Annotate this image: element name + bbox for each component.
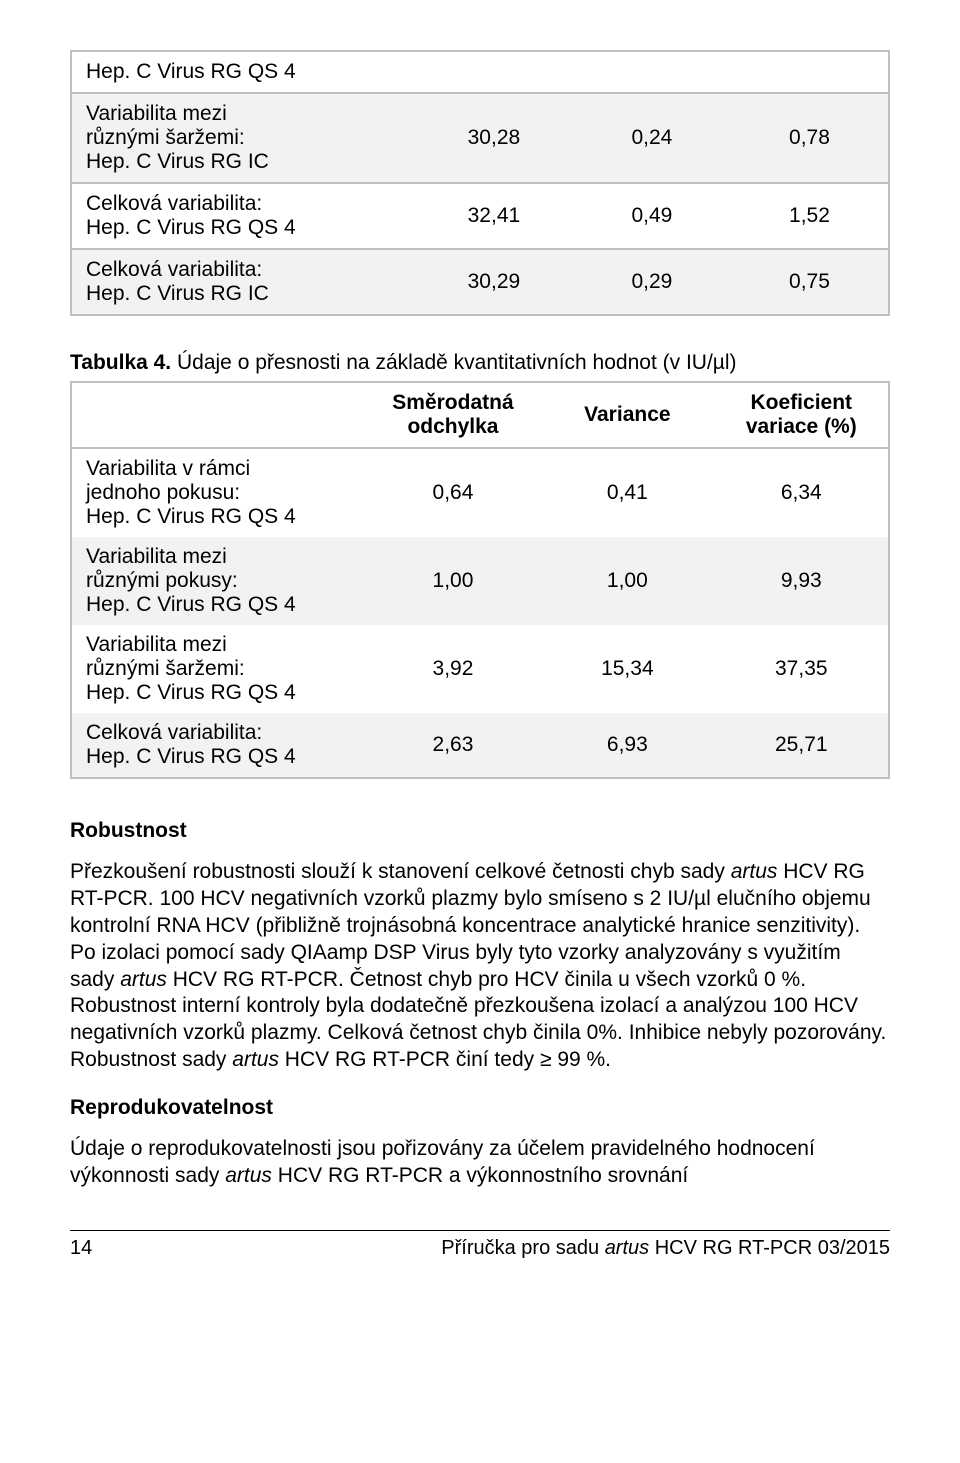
- row-label: Celková variabilita: Hep. C Virus RG QS …: [71, 183, 415, 249]
- table-row: Hep. C Virus RG QS 4: [71, 51, 889, 93]
- value-cell: 1,00: [366, 537, 540, 625]
- table-2: Směrodatná odchylka Variance Koeficient …: [70, 381, 890, 779]
- section-robustnost: Robustnost Přezkoušení robustnosti slouž…: [70, 819, 890, 1074]
- value-cell: 9,93: [715, 537, 889, 625]
- value-cell: 0,78: [731, 93, 889, 183]
- value-cell: 6,93: [540, 713, 714, 778]
- value-cell: 37,35: [715, 625, 889, 713]
- row-label: Variabilita mezi různými pokusy: Hep. C …: [71, 537, 366, 625]
- value-cell: 2,63: [366, 713, 540, 778]
- column-header: Koeficient variace (%): [715, 382, 889, 448]
- value-cell: 6,34: [715, 448, 889, 537]
- value-cell: 30,28: [415, 93, 573, 183]
- table-2-caption: Tabulka 4. Údaje o přesnosti na základě …: [70, 351, 890, 375]
- table-row: Variabilita mezi různými šaržemi: Hep. C…: [71, 625, 889, 713]
- value-cell: 0,49: [573, 183, 731, 249]
- table-1: Hep. C Virus RG QS 4 Variabilita mezi rů…: [70, 50, 890, 316]
- value-cell: 1,52: [731, 183, 889, 249]
- value-cell: 32,41: [415, 183, 573, 249]
- table-row: Celková variabilita: Hep. C Virus RG QS …: [71, 183, 889, 249]
- column-header: Směrodatná odchylka: [366, 382, 540, 448]
- value-cell: 0,75: [731, 249, 889, 315]
- value-cell: 0,41: [540, 448, 714, 537]
- table-row: Variabilita mezi různými pokusy: Hep. C …: [71, 537, 889, 625]
- row-label: Hep. C Virus RG QS 4: [71, 51, 415, 93]
- value-cell: 3,92: [366, 625, 540, 713]
- row-label: Variabilita mezi různými šaržemi: Hep. C…: [71, 625, 366, 713]
- value-cell: 1,00: [540, 537, 714, 625]
- value-cell: 30,29: [415, 249, 573, 315]
- row-label: Celková variabilita: Hep. C Virus RG QS …: [71, 713, 366, 778]
- value-cell: 0,29: [573, 249, 731, 315]
- section-title: Robustnost: [70, 819, 890, 843]
- table-header-row: Směrodatná odchylka Variance Koeficient …: [71, 382, 889, 448]
- column-header: Variance: [540, 382, 714, 448]
- footer-text: Příručka pro sadu artus HCV RG RT-PCR 03…: [441, 1237, 890, 1260]
- table-row: Celková variabilita: Hep. C Virus RG QS …: [71, 713, 889, 778]
- table-row: Variabilita v rámci jednoho pokusu: Hep.…: [71, 448, 889, 537]
- value-cell: 0,24: [573, 93, 731, 183]
- value-cell: 15,34: [540, 625, 714, 713]
- row-label: Variabilita v rámci jednoho pokusu: Hep.…: [71, 448, 366, 537]
- paragraph: Přezkoušení robustnosti slouží k stanove…: [70, 859, 890, 1074]
- table-row: Variabilita mezi různými šaržemi: Hep. C…: [71, 93, 889, 183]
- row-label: Variabilita mezi různými šaržemi: Hep. C…: [71, 93, 415, 183]
- row-label: Celková variabilita: Hep. C Virus RG IC: [71, 249, 415, 315]
- value-cell: 0,64: [366, 448, 540, 537]
- page-footer: 14 Příručka pro sadu artus HCV RG RT-PCR…: [70, 1230, 890, 1260]
- page-number: 14: [70, 1237, 92, 1260]
- table-row: Celková variabilita: Hep. C Virus RG IC …: [71, 249, 889, 315]
- section-reprodukovatelnost: Reprodukovatelnost Údaje o reprodukovate…: [70, 1096, 890, 1190]
- paragraph: Údaje o reprodukovatelnosti jsou pořizov…: [70, 1136, 890, 1190]
- value-cell: 25,71: [715, 713, 889, 778]
- section-title: Reprodukovatelnost: [70, 1096, 890, 1120]
